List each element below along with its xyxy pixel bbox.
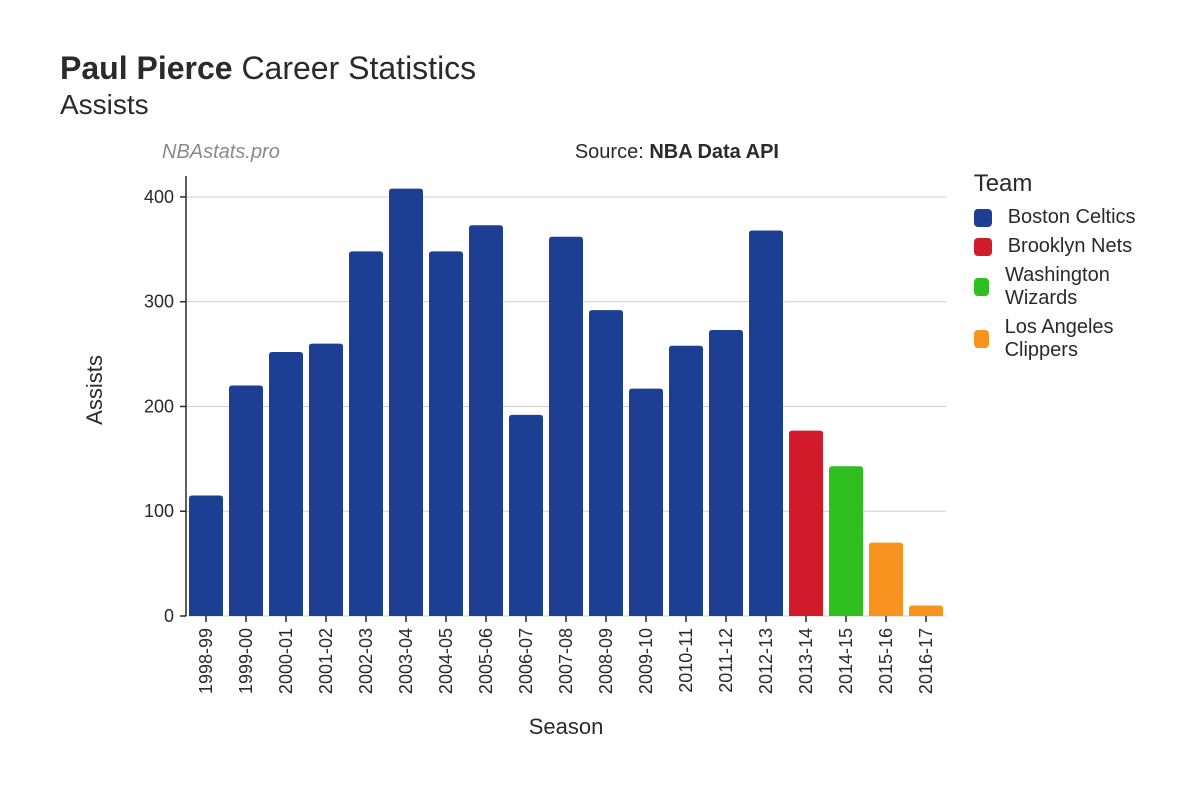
legend-swatch xyxy=(974,330,989,348)
bar xyxy=(589,310,623,616)
legend: Team Boston Celtics Brooklyn Nets Washingt… xyxy=(974,170,1160,368)
x-tick-label: 2000-01 xyxy=(276,628,296,694)
legend-item: Boston Celtics xyxy=(974,206,1160,229)
title-player: Paul Pierce xyxy=(60,50,233,86)
legend-item: Los Angeles Clippers xyxy=(974,316,1160,362)
x-axis-label: Season xyxy=(528,714,603,739)
x-tick-label: 2002-03 xyxy=(356,628,376,694)
x-tick-label: 2010-11 xyxy=(676,628,696,693)
y-axis-label-wrap: Assists xyxy=(60,170,130,610)
legend-label: Boston Celtics xyxy=(1008,206,1136,229)
title-suffix: Career Statistics xyxy=(241,50,476,86)
bar xyxy=(349,251,383,616)
annotation-source-prefix: Source: xyxy=(575,141,649,163)
legend-item: Washington Wizards xyxy=(974,264,1160,310)
bar xyxy=(269,352,303,616)
legend-swatch xyxy=(974,238,992,256)
bar xyxy=(389,189,423,616)
annotation-row: NBAstats.pro Source: NBA Data API xyxy=(60,141,1160,164)
x-tick-label: 2011-12 xyxy=(716,628,736,693)
bar xyxy=(309,344,343,616)
bar xyxy=(429,251,463,616)
x-tick-label: 2015-16 xyxy=(876,628,896,694)
y-tick-label: 400 xyxy=(144,187,174,207)
y-tick-label: 0 xyxy=(164,606,174,626)
x-tick-label: 2004-05 xyxy=(436,628,456,694)
x-tick-label: 2005-06 xyxy=(476,628,496,694)
x-tick-label: 2014-15 xyxy=(836,628,856,694)
bar xyxy=(789,431,823,616)
x-tick-label: 2008-09 xyxy=(596,628,616,694)
x-tick-label: 2016-17 xyxy=(916,628,936,694)
y-axis-label: Assists xyxy=(82,355,108,425)
legend-swatch xyxy=(974,278,989,296)
chart-title-line1: Paul Pierce Career Statistics xyxy=(60,50,1160,87)
bar xyxy=(509,415,543,616)
bar xyxy=(709,330,743,616)
bar xyxy=(629,389,663,616)
bar xyxy=(749,230,783,616)
annotation-site: NBAstats.pro xyxy=(162,141,280,164)
x-tick-label: 2009-10 xyxy=(636,628,656,694)
y-tick-label: 200 xyxy=(144,396,174,416)
legend-title: Team xyxy=(974,170,1160,198)
bar xyxy=(669,346,703,616)
bar-chart: 0 100 200 300 400 1998-99 1999-00 2000-01 2001-0… xyxy=(130,170,950,746)
y-tick-label: 300 xyxy=(144,292,174,312)
x-tick-label: 2003-04 xyxy=(396,628,416,694)
legend-label: Los Angeles Clippers xyxy=(1005,316,1160,362)
bar xyxy=(829,466,863,616)
x-tick-label: 1998-99 xyxy=(196,628,216,694)
x-tick-label: 2001-02 xyxy=(316,628,336,694)
x-tick-label: 2007-08 xyxy=(556,628,576,694)
bar xyxy=(909,606,943,616)
y-tick-label: 100 xyxy=(144,501,174,521)
legend-swatch xyxy=(974,209,992,227)
legend-item: Brooklyn Nets xyxy=(974,235,1160,258)
annotation-source: Source: NBA Data API xyxy=(575,141,779,164)
legend-label: Brooklyn Nets xyxy=(1008,235,1133,258)
x-tick-label: 2012-13 xyxy=(756,628,776,694)
chart-title-stat: Assists xyxy=(60,89,1160,121)
annotation-source-name: NBA Data API xyxy=(649,141,779,163)
x-tick-label: 2013-14 xyxy=(796,628,816,694)
bar xyxy=(229,386,263,616)
x-tick-label: 2006-07 xyxy=(516,628,536,694)
bar xyxy=(469,225,503,616)
bar xyxy=(869,543,903,616)
bar xyxy=(189,496,223,616)
x-tick-label: 1999-00 xyxy=(236,628,256,694)
bar xyxy=(549,237,583,616)
legend-label: Washington Wizards xyxy=(1005,264,1160,310)
